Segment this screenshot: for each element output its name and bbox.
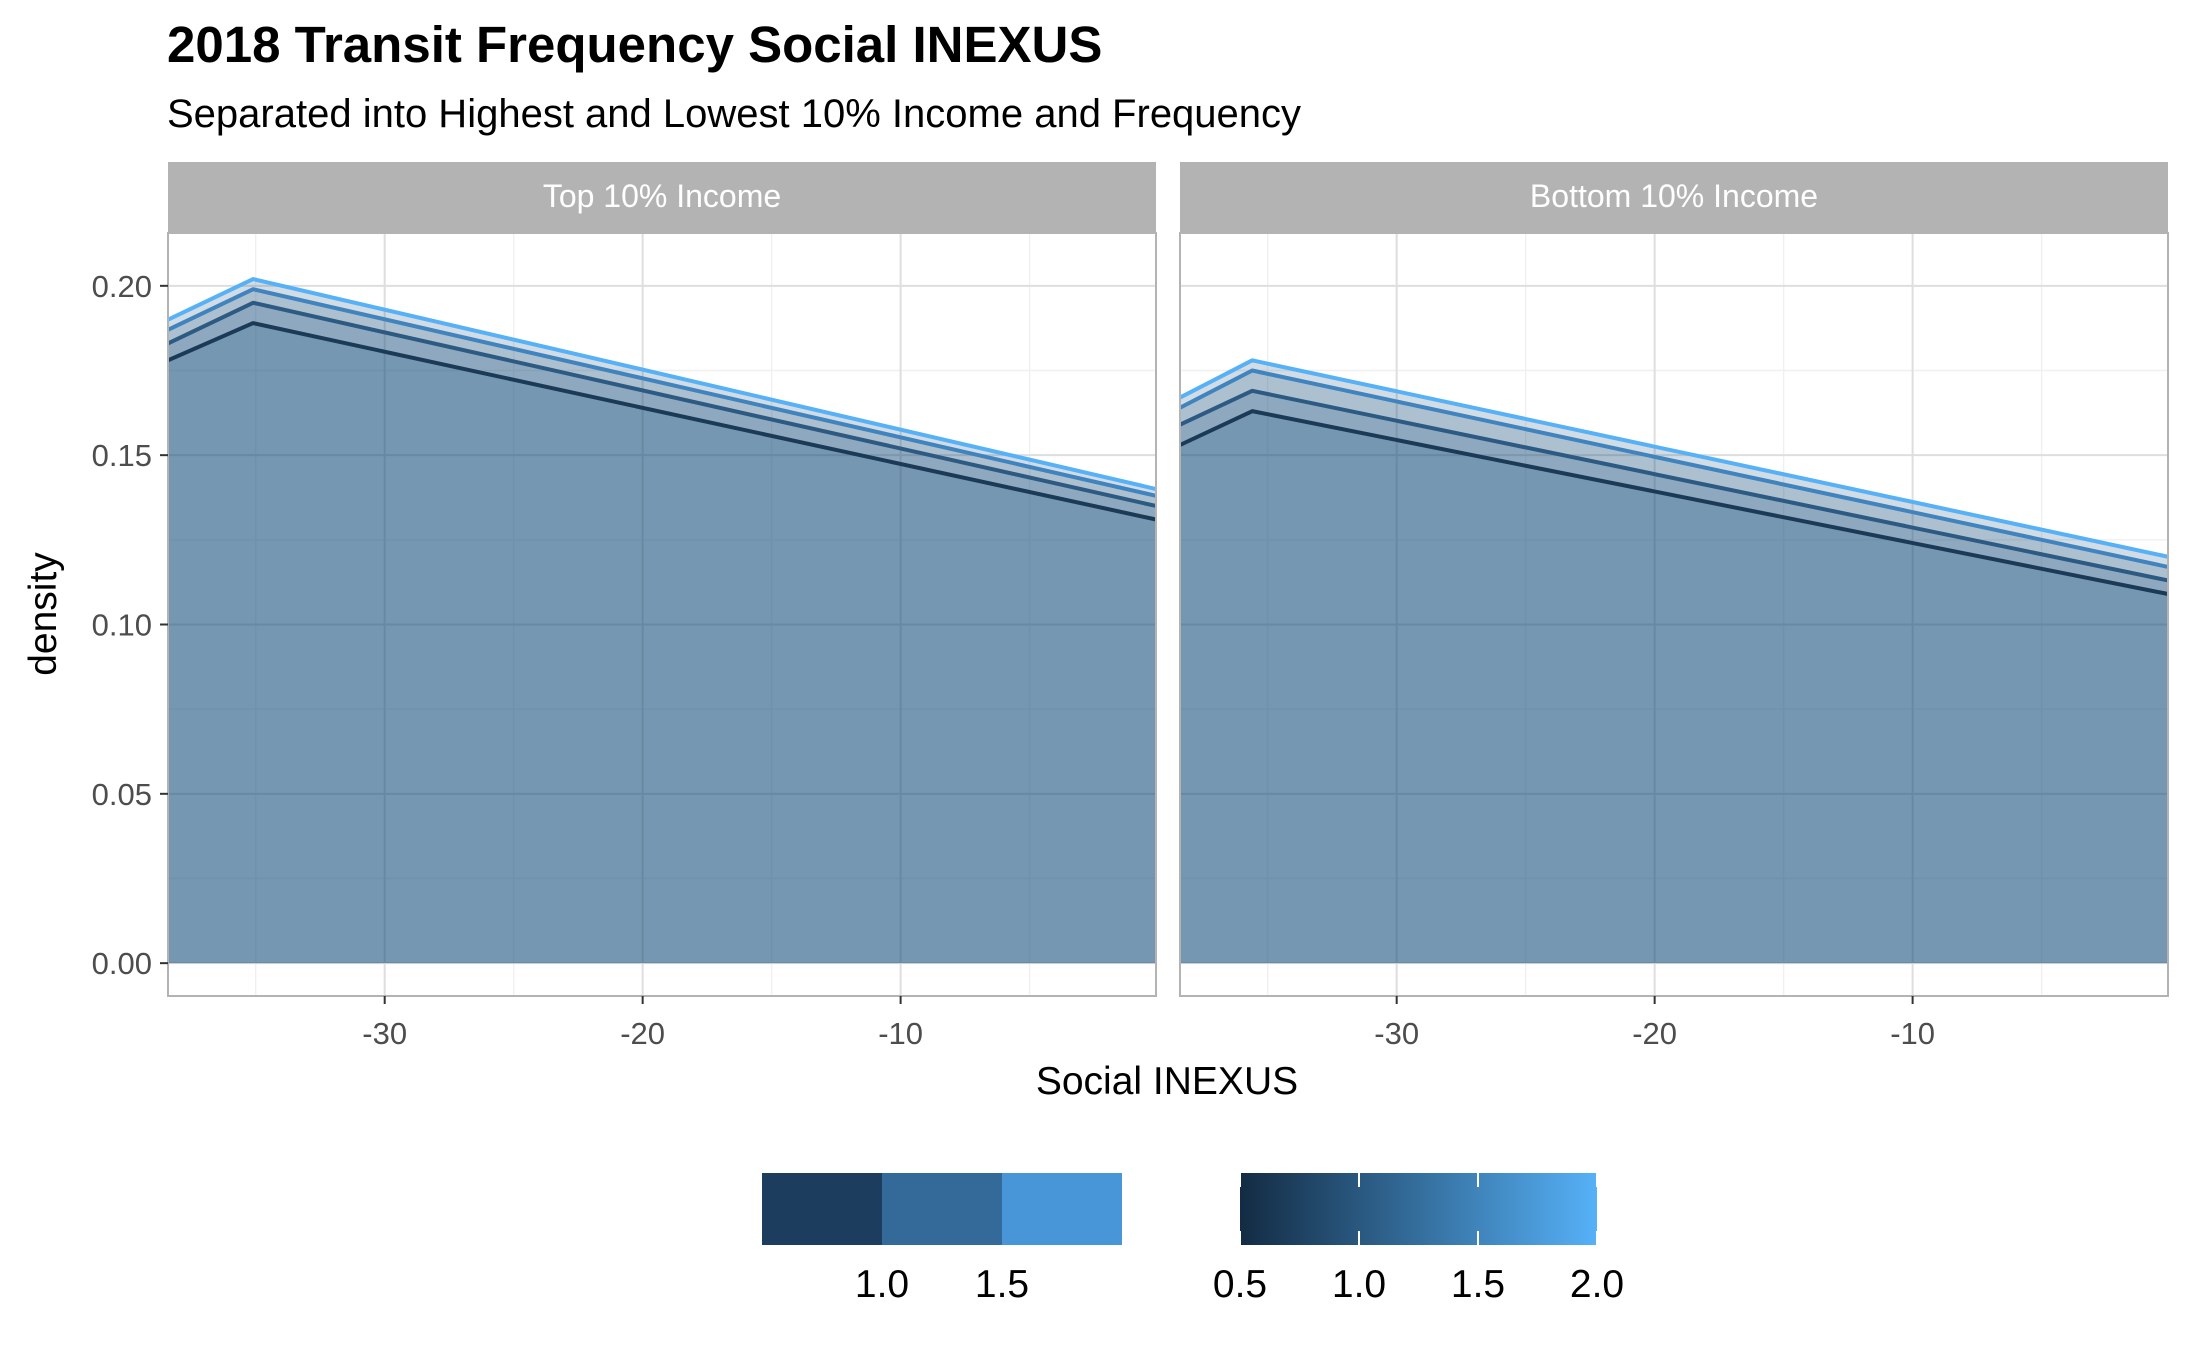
chart-subtitle: Separated into Highest and Lowest 10% In…: [167, 92, 1301, 136]
density-area-0-5: [168, 323, 1156, 964]
panel-background: [168, 233, 1156, 996]
density-area-1: [1180, 390, 2168, 964]
panel-border: [1179, 232, 2169, 997]
facet-strip-label: Top 10% Income: [543, 178, 781, 214]
density-area-0-5: [1180, 411, 2168, 964]
facet-strip-label: Bottom 10% Income: [1530, 178, 1818, 214]
panel-border: [167, 232, 1157, 997]
legend-discrete-key: [1002, 1173, 1122, 1245]
y-tick-label: 0.00: [92, 946, 152, 981]
density-line-1-5: [167, 287, 1157, 498]
legend-continuous: 0.5 1.0 1.5 2.0: [1213, 1173, 1624, 1306]
legend-continuous-label: 2.0: [1570, 1263, 1624, 1306]
legend-discrete-label: 1.5: [975, 1263, 1029, 1306]
legend: 1.0 1.5 0.5 1.0 1.5 2.0: [762, 1173, 1624, 1306]
legend-discrete-label: 1.0: [855, 1263, 909, 1306]
y-tick-label: 0.10: [92, 607, 152, 642]
density-area-1: [168, 302, 1156, 964]
chart-title: 2018 Transit Frequency Social INEXUS: [167, 16, 1102, 73]
y-tick-label: 0.20: [92, 269, 152, 304]
density-area-1-5: [168, 289, 1156, 964]
x-tick-label: -20: [620, 1016, 665, 1051]
density-line-2: [167, 277, 1157, 491]
legend-discrete: 1.0 1.5: [762, 1173, 1122, 1306]
density-line-1: [1179, 388, 2169, 583]
y-tick-label: 0.15: [92, 438, 152, 473]
x-tick-label: -10: [1890, 1016, 1935, 1051]
density-line-0-5: [167, 321, 1157, 522]
density-area-1-5: [1180, 370, 2168, 964]
density-line-1: [167, 300, 1157, 508]
x-tick-label: -30: [362, 1016, 407, 1051]
facet-panels: Top 10% Income -30 -20 -10 0.00 0.05 0.10 0.15 0…: [92, 162, 2169, 1051]
facet-strip: [1180, 162, 2168, 233]
legend-continuous-label: 1.5: [1451, 1263, 1505, 1306]
density-line-0-5: [1179, 409, 2169, 596]
density-line-1-5: [1179, 368, 2169, 569]
facet-panel-1: Top 10% Income -30 -20 -10 0.00 0.05 0.10 0.15 0…: [92, 162, 1157, 1051]
facet-panel-2: Bottom 10% Income -30 -20 -10: [1179, 162, 2169, 1051]
x-axis-title: Social INEXUS: [1036, 1060, 1298, 1103]
legend-discrete-key: [882, 1173, 1002, 1245]
x-tick-label: -10: [878, 1016, 923, 1051]
legend-colorbar: [1240, 1173, 1597, 1245]
density-line-2: [1179, 358, 2169, 559]
facet-strip: [168, 162, 1156, 233]
density-area-2: [1180, 360, 2168, 964]
panel-background: [1180, 233, 2168, 996]
x-tick-label: -20: [1632, 1016, 1677, 1051]
y-axis-title: density: [22, 552, 65, 676]
y-tick-label: 0.05: [92, 777, 152, 812]
legend-discrete-key: [762, 1173, 882, 1245]
legend-continuous-label: 0.5: [1213, 1263, 1267, 1306]
legend-continuous-label: 1.0: [1332, 1263, 1386, 1306]
x-tick-label: -30: [1374, 1016, 1419, 1051]
